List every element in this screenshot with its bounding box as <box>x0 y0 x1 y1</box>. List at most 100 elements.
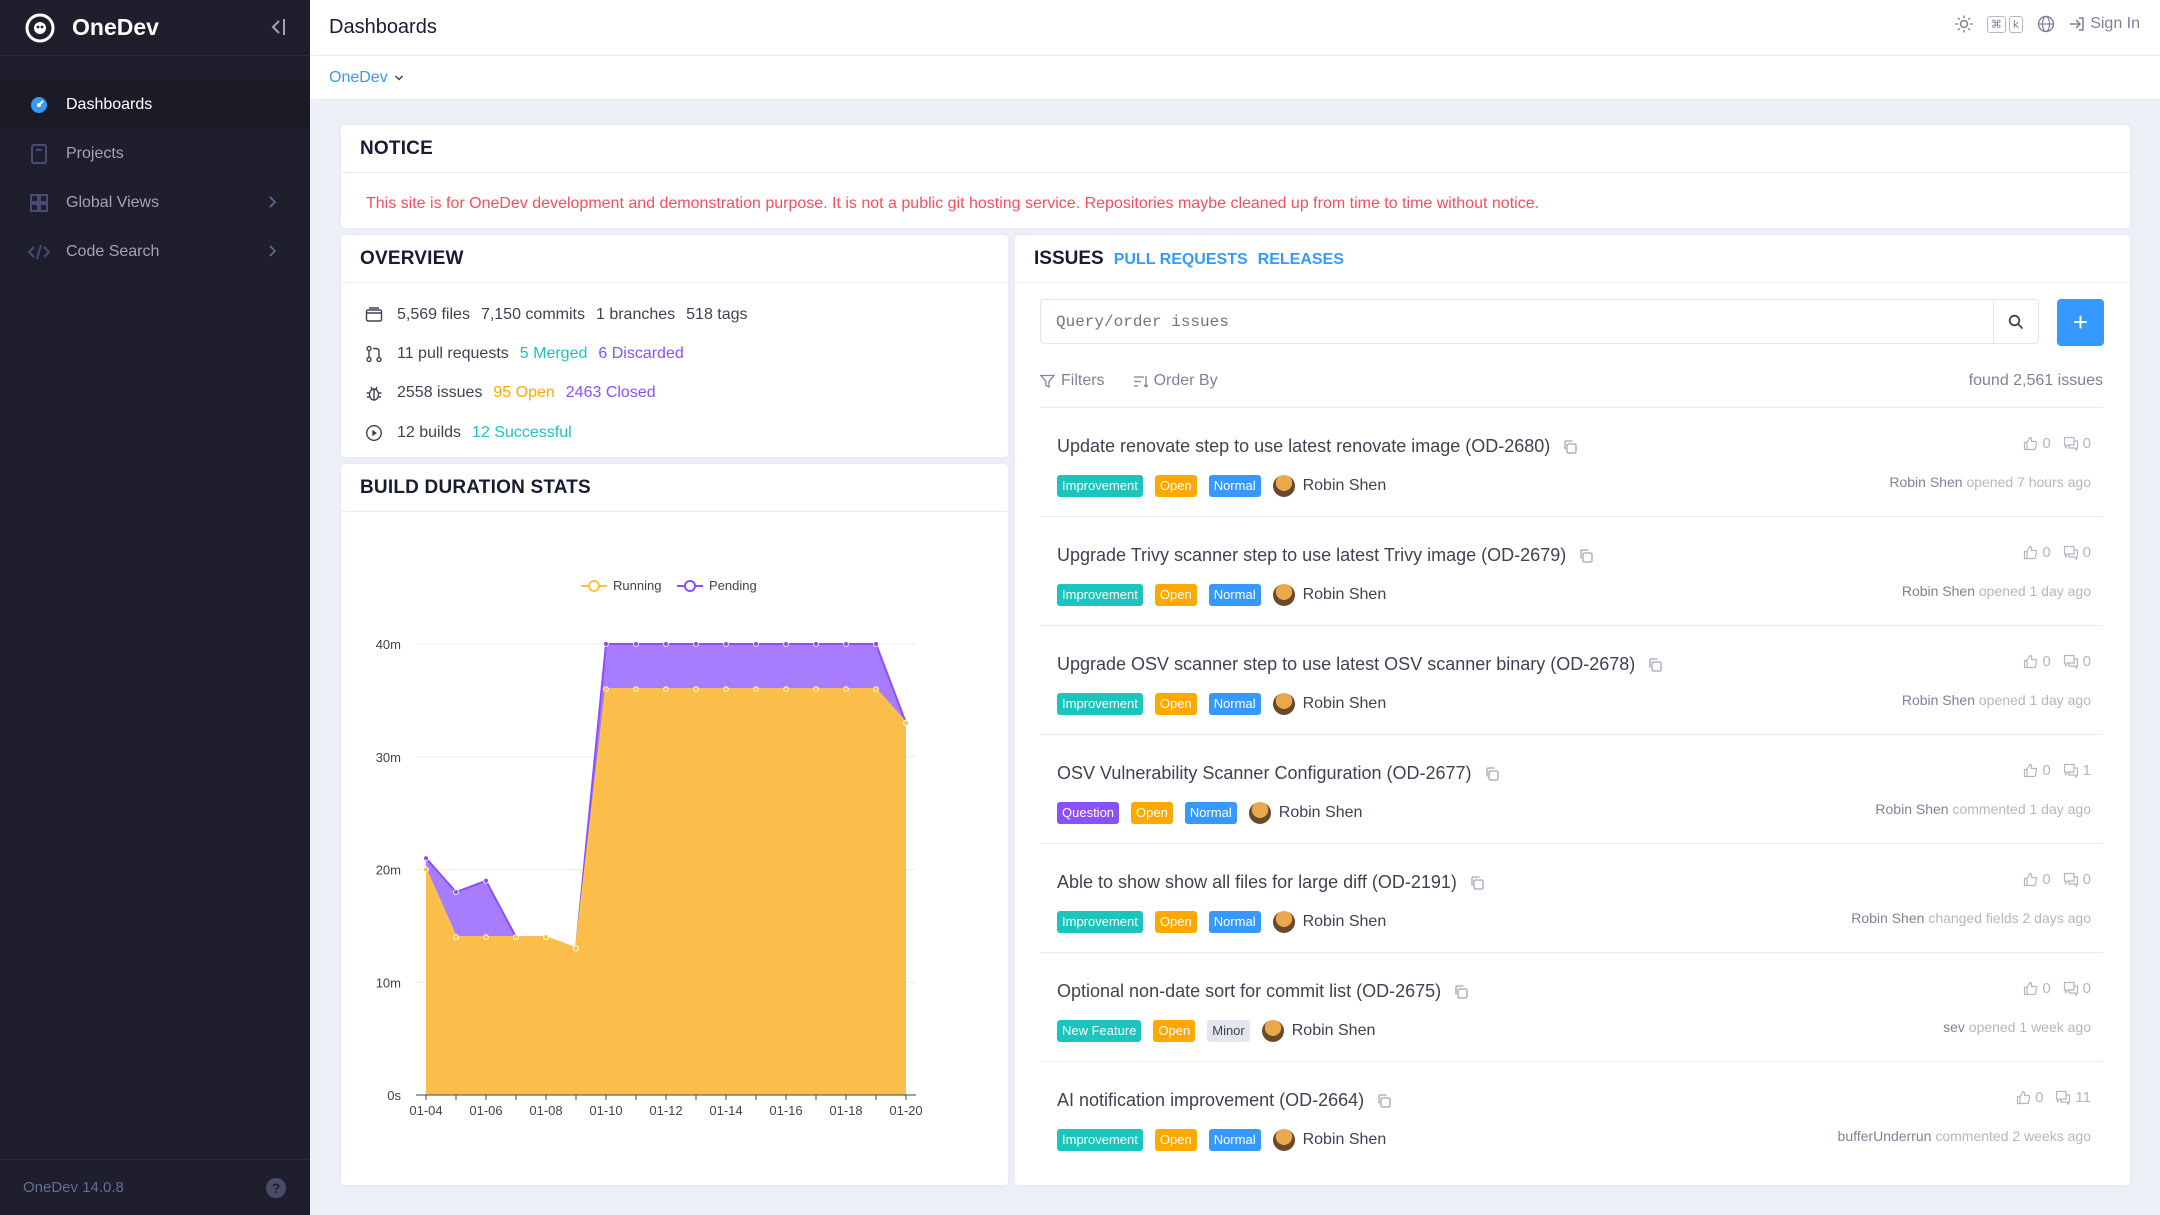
add-issue-button[interactable]: + <box>2057 299 2104 346</box>
issue-assignee[interactable]: Robin Shen <box>1272 693 1386 715</box>
issue-type-badge[interactable]: Improvement <box>1057 1129 1143 1151</box>
issue-type-badge[interactable]: New Feature <box>1057 1020 1142 1042</box>
issues-link[interactable]: 2558 issues <box>397 384 483 402</box>
issue-priority-badge[interactable]: Normal <box>1208 584 1261 606</box>
help-icon[interactable]: ? <box>266 1178 286 1198</box>
issue-title-link[interactable]: OSV Vulnerability Scanner Configuration … <box>1057 763 1472 783</box>
theme-toggle-icon[interactable] <box>1955 15 1973 33</box>
sidebar-item-dashboards[interactable]: Dashboards <box>0 80 310 129</box>
issue-type-badge[interactable]: Improvement <box>1057 911 1143 933</box>
issue-state-badge[interactable]: Open <box>1153 1020 1196 1042</box>
files-link[interactable]: 5,569 files <box>397 305 470 323</box>
sidebar-item-projects[interactable]: Projects <box>0 129 310 178</box>
issue-state-badge[interactable]: Open <box>1154 475 1197 497</box>
issue-priority-badge[interactable]: Normal <box>1208 1129 1261 1151</box>
issue-votes[interactable]: 0 <box>2016 1089 2043 1106</box>
dashboard-selector[interactable]: OneDev <box>329 69 404 87</box>
issue-state-badge[interactable]: Open <box>1131 802 1173 824</box>
copy-icon[interactable] <box>1453 984 1469 1000</box>
activity-user[interactable]: bufferUnderrun <box>1837 1128 1932 1144</box>
activity-user[interactable]: Robin Shen <box>1889 474 1963 490</box>
sign-in-link[interactable]: Sign In <box>2069 15 2140 33</box>
copy-icon[interactable] <box>1647 657 1663 673</box>
issue-priority-badge[interactable]: Normal <box>1184 802 1237 824</box>
copy-icon[interactable] <box>1376 1093 1392 1109</box>
sidebar-item-code-search[interactable]: Code Search <box>0 227 310 276</box>
search-button[interactable] <box>1993 300 2038 343</box>
filters-button[interactable]: Filters <box>1040 372 1105 390</box>
issue-state-badge[interactable]: Open <box>1154 693 1197 715</box>
tab-issues[interactable]: ISSUES <box>1034 247 1104 269</box>
issue-type-badge[interactable]: Improvement <box>1057 693 1143 715</box>
issue-title-link[interactable]: AI notification improvement (OD-2664) <box>1057 1090 1365 1110</box>
issue-votes[interactable]: 0 <box>2023 544 2051 561</box>
issue-comments[interactable]: 0 <box>2063 871 2091 888</box>
issue-assignee[interactable]: Robin Shen <box>1272 1129 1386 1151</box>
issue-title-link[interactable]: Able to show show all files for large di… <box>1057 872 1457 892</box>
copy-icon[interactable] <box>1484 766 1500 782</box>
issue-title-link[interactable]: Optional non-date sort for commit list (… <box>1057 981 1442 1001</box>
closed-issues-link[interactable]: 2463 Closed <box>565 384 656 402</box>
pull-requests-link[interactable]: 11 pull requests <box>397 345 509 363</box>
issue-type-badge[interactable]: Improvement <box>1057 475 1143 497</box>
issue-count: found 2,561 issues <box>1968 372 2103 389</box>
activity-user[interactable]: Robin Shen <box>1851 910 1925 926</box>
issue-assignee[interactable]: Robin Shen <box>1272 475 1386 497</box>
copy-icon[interactable] <box>1578 548 1594 564</box>
builds-link[interactable]: 12 builds <box>397 423 462 441</box>
avatar <box>1261 1020 1284 1042</box>
issue-priority-badge[interactable]: Normal <box>1208 475 1261 497</box>
copy-icon[interactable] <box>1469 875 1485 891</box>
tab-releases[interactable]: RELEASES <box>1257 250 1344 268</box>
issue-title-link[interactable]: Update renovate step to use latest renov… <box>1057 436 1551 456</box>
sidebar-item-global-views[interactable]: Global Views <box>0 178 310 227</box>
issue-comments[interactable]: 0 <box>2063 653 2091 670</box>
issue-assignee[interactable]: Robin Shen <box>1261 1020 1375 1042</box>
merged-link[interactable]: 5 Merged <box>519 345 588 363</box>
issue-assignee[interactable]: Robin Shen <box>1272 584 1386 606</box>
issue-state-badge[interactable]: Open <box>1154 584 1197 606</box>
activity-user[interactable]: sev <box>1943 1019 1965 1035</box>
commits-link[interactable]: 7,150 commits <box>480 305 585 323</box>
activity-user[interactable]: Robin Shen <box>1901 583 1975 599</box>
issue-votes[interactable]: 0 <box>2023 980 2051 997</box>
issue-votes[interactable]: 0 <box>2023 762 2051 779</box>
issue-assignee[interactable]: Robin Shen <box>1248 802 1362 824</box>
tags-link[interactable]: 518 tags <box>686 305 748 323</box>
issue-state-badge[interactable]: Open <box>1154 911 1197 933</box>
open-issues-link[interactable]: 95 Open <box>493 384 555 402</box>
tab-pull-requests[interactable]: PULL REQUESTS <box>1113 250 1248 268</box>
discarded-link[interactable]: 6 Discarded <box>598 345 684 363</box>
issue-votes[interactable]: 0 <box>2023 435 2051 452</box>
chart-legend[interactable]: Running Pending <box>581 578 757 593</box>
brand[interactable]: OneDev <box>0 0 310 56</box>
issue-comments[interactable]: 11 <box>2055 1089 2091 1106</box>
issue-priority-badge[interactable]: Normal <box>1208 911 1261 933</box>
issue-priority-badge[interactable]: Normal <box>1208 693 1261 715</box>
issue-votes[interactable]: 0 <box>2023 871 2051 888</box>
collapse-sidebar-icon[interactable] <box>264 14 290 40</box>
issue-type-badge[interactable]: Improvement <box>1057 584 1143 606</box>
issue-votes[interactable]: 0 <box>2023 653 2051 670</box>
successful-builds-link[interactable]: 12 Successful <box>472 423 572 441</box>
copy-icon[interactable] <box>1562 439 1578 455</box>
issue-activity: Robin Shen opened 1 day ago <box>1902 583 2091 599</box>
issue-title-link[interactable]: Upgrade OSV scanner step to use latest O… <box>1057 654 1636 674</box>
issue-comments[interactable]: 0 <box>2063 435 2091 452</box>
issue-priority-badge[interactable]: Minor <box>1207 1020 1250 1042</box>
activity-user[interactable]: Robin Shen <box>1875 801 1949 817</box>
issue-comments[interactable]: 1 <box>2063 762 2091 779</box>
issue-state-badge[interactable]: Open <box>1154 1129 1197 1151</box>
issue-type-badge[interactable]: Question <box>1057 802 1120 824</box>
activity-user[interactable]: Robin Shen <box>1901 692 1975 708</box>
issue-assignee[interactable]: Robin Shen <box>1272 911 1386 933</box>
order-by-button[interactable]: Order By <box>1133 372 1218 390</box>
issue-title-link[interactable]: Upgrade Trivy scanner step to use latest… <box>1057 545 1567 565</box>
issue-query-input[interactable] <box>1041 300 1993 343</box>
language-globe-icon[interactable] <box>2037 15 2055 33</box>
command-palette-shortcut[interactable]: ⌘ k <box>1986 15 2024 33</box>
branches-link[interactable]: 1 branches <box>595 305 676 323</box>
issue-comments[interactable]: 0 <box>2063 980 2091 997</box>
issue-comments[interactable]: 0 <box>2063 544 2091 561</box>
